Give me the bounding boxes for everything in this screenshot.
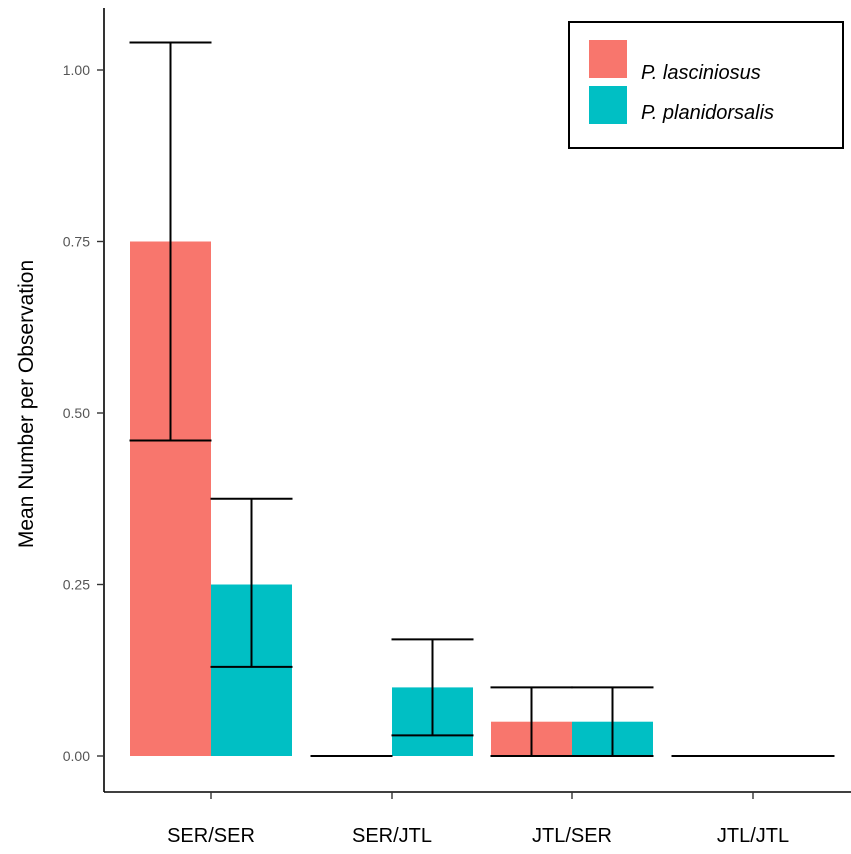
y-tick-label: 1.00 bbox=[63, 62, 90, 78]
y-tick-label: 0.50 bbox=[63, 405, 90, 421]
y-tick-label: 0.25 bbox=[63, 577, 90, 593]
y-tick-label: 0.00 bbox=[63, 748, 90, 764]
y-tick-label: 0.75 bbox=[63, 234, 90, 250]
x-tick-label: SER/SER bbox=[167, 825, 255, 847]
error-bars-layer bbox=[129, 41, 835, 757]
x-ticks-layer: SER/SER SER/JTL JTL/SER JTL/JTL bbox=[167, 792, 789, 847]
x-tick-label: SER/JTL bbox=[352, 825, 432, 847]
legend-swatch-series-2 bbox=[589, 86, 627, 124]
legend-label-series-1: P. lasciniosus bbox=[641, 62, 761, 84]
legend: P. lasciniosus P. planidorsalis bbox=[568, 21, 844, 149]
x-tick-label: JTL/JTL bbox=[717, 825, 789, 847]
legend-label-series-2: P. planidorsalis bbox=[641, 102, 774, 124]
legend-swatch-series-1 bbox=[589, 40, 627, 78]
y-ticks-layer: 0.00 0.25 0.50 0.75 1.00 bbox=[63, 62, 104, 764]
y-axis-title: Mean Number per Observation bbox=[15, 260, 38, 548]
bars-layer bbox=[130, 241, 653, 756]
x-tick-label: JTL/SER bbox=[532, 825, 612, 847]
